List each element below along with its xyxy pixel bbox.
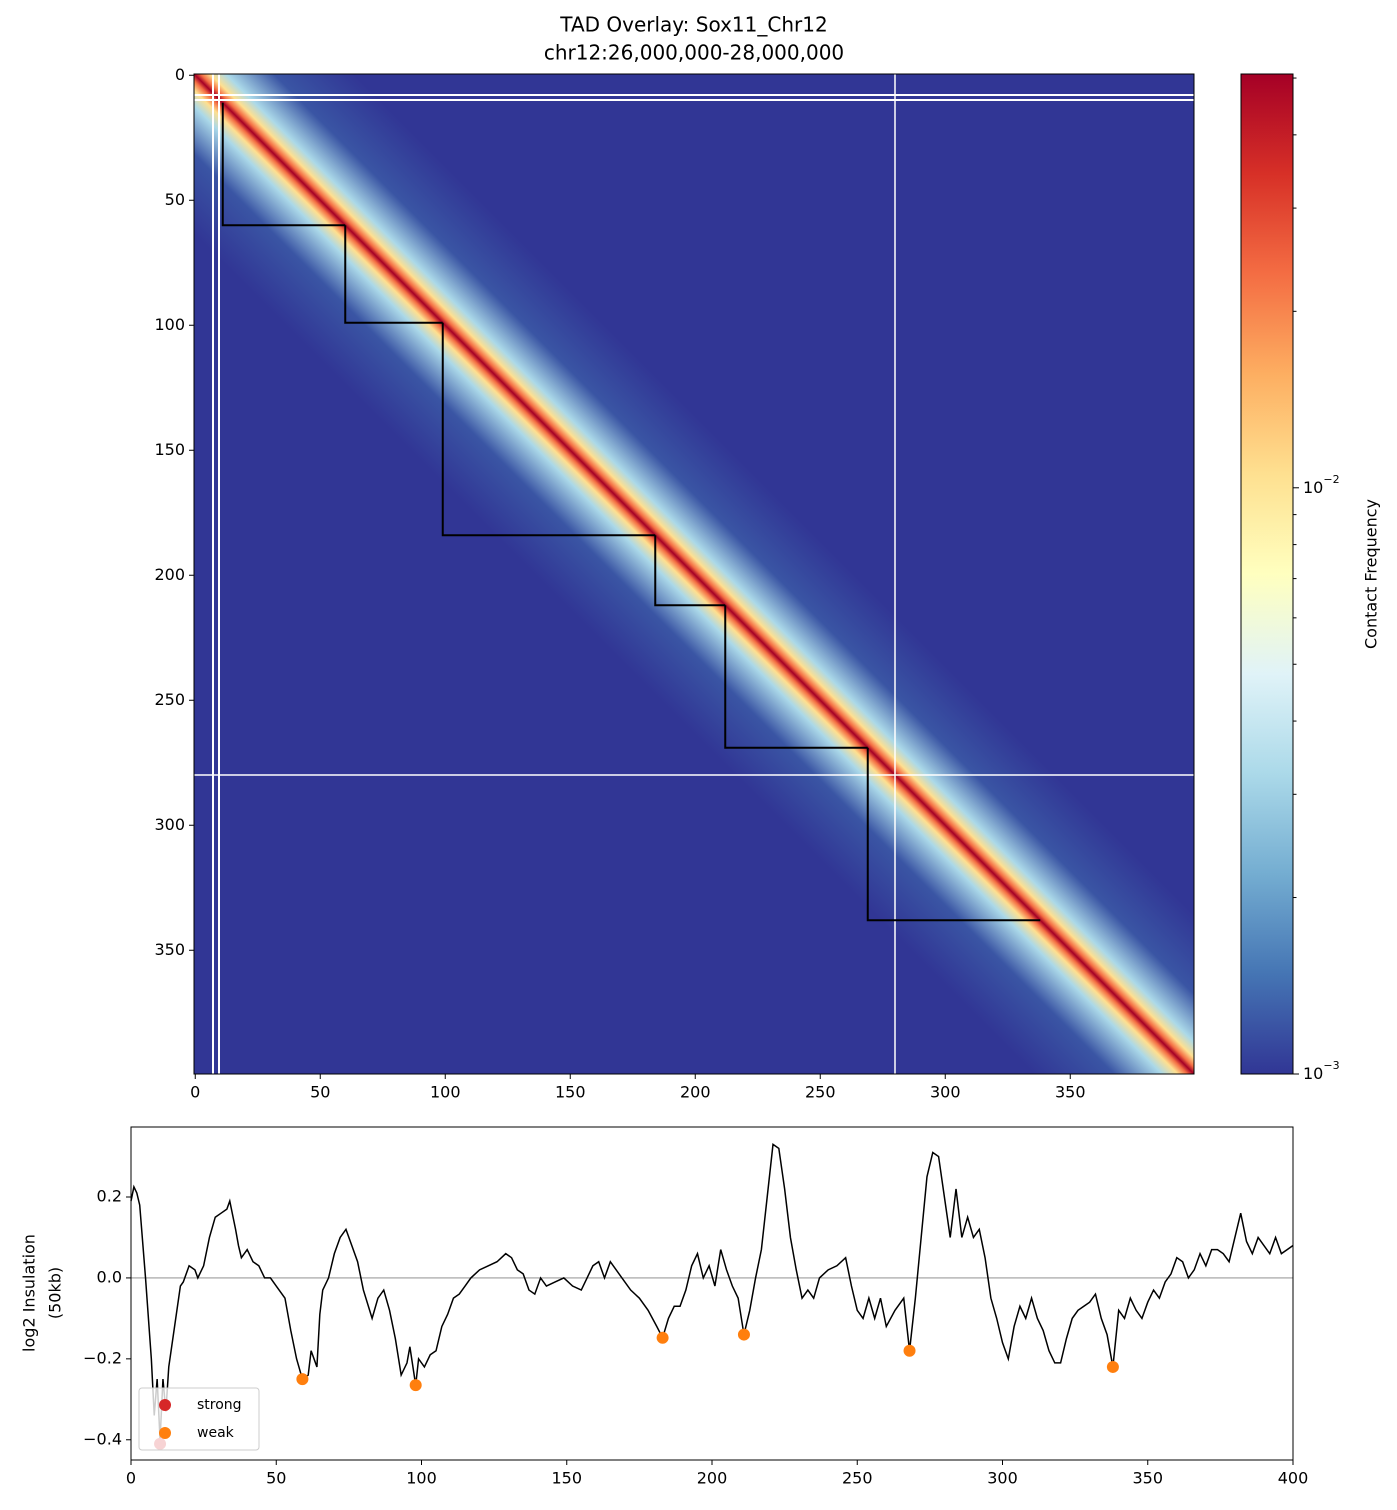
y-tick-label: 100 bbox=[154, 315, 185, 334]
y-tick-label: 250 bbox=[154, 690, 185, 709]
x-tick-label: 50 bbox=[266, 1469, 286, 1488]
y-tick-label: 350 bbox=[154, 940, 185, 959]
colorbar-tick-label: 10−2 bbox=[1303, 473, 1340, 497]
y-tick-label: 0 bbox=[175, 65, 185, 84]
y-tick-label: 0.0 bbox=[97, 1267, 122, 1286]
boundary-point bbox=[656, 1331, 669, 1344]
x-tick-label: 300 bbox=[930, 1083, 961, 1102]
x-tick-label: 0 bbox=[126, 1469, 136, 1488]
y-tick-label: 300 bbox=[154, 815, 185, 834]
legend-marker bbox=[159, 1427, 171, 1439]
plot-frame bbox=[130, 1126, 1294, 1461]
x-tick-label: 300 bbox=[987, 1469, 1018, 1488]
y-axis-label: log2 Insulation bbox=[20, 1234, 39, 1352]
tad-outline bbox=[344, 225, 443, 324]
heatmap-image bbox=[194, 74, 1194, 1074]
x-tick-label: 0 bbox=[190, 1083, 200, 1102]
tad-outline bbox=[441, 322, 656, 537]
x-tick-label: 350 bbox=[1055, 1083, 1086, 1102]
colorbar-tick-exponent: −3 bbox=[1323, 1059, 1339, 1072]
tad-outline bbox=[724, 605, 868, 749]
x-tick-label: 100 bbox=[406, 1469, 437, 1488]
tad-outline bbox=[221, 102, 346, 227]
y-axis-label: (50kb) bbox=[46, 1267, 65, 1319]
x-tick-label: 150 bbox=[555, 1083, 586, 1102]
y-tick-label: −0.4 bbox=[83, 1429, 122, 1448]
colorbar-label: Contact Frequency bbox=[1362, 499, 1381, 649]
chart-title: TAD Overlay: Sox11_Chr12 bbox=[559, 13, 827, 37]
chart-subtitle: chr12:26,000,000-28,000,000 bbox=[544, 41, 844, 65]
boundary-point bbox=[409, 1379, 422, 1392]
boundary-point bbox=[1106, 1360, 1119, 1373]
x-tick-label: 50 bbox=[310, 1083, 330, 1102]
missing-bins bbox=[194, 74, 1194, 1074]
tad-outline bbox=[654, 535, 726, 607]
x-tick-label: 400 bbox=[1278, 1469, 1309, 1488]
y-tick-label: −0.2 bbox=[83, 1348, 122, 1367]
colorbar-tick-base: 10 bbox=[1303, 477, 1323, 496]
insulation-line bbox=[130, 1143, 1294, 1440]
x-tick-label: 200 bbox=[697, 1469, 728, 1488]
boundary-point bbox=[737, 1328, 750, 1341]
x-tick-label: 200 bbox=[680, 1083, 711, 1102]
y-tick-label: 200 bbox=[154, 565, 185, 584]
y-tick-label: 0.2 bbox=[97, 1186, 122, 1205]
colorbar-tick-base: 10 bbox=[1303, 1064, 1323, 1083]
legend-label: strong bbox=[197, 1397, 242, 1413]
colorbar bbox=[1240, 73, 1294, 1075]
x-tick-label: 250 bbox=[805, 1083, 836, 1102]
y-tick-label: 150 bbox=[154, 440, 185, 459]
plot-frame bbox=[193, 73, 1195, 1075]
colorbar-tick-exponent: −2 bbox=[1323, 473, 1339, 486]
colorbar-tick-label: 10−3 bbox=[1303, 1059, 1340, 1083]
x-tick-label: 100 bbox=[430, 1083, 461, 1102]
x-tick-label: 250 bbox=[842, 1469, 873, 1488]
y-tick-label: 50 bbox=[165, 190, 185, 209]
x-tick-label: 150 bbox=[551, 1469, 582, 1488]
tad-outline bbox=[866, 747, 1041, 922]
boundary-point bbox=[296, 1373, 309, 1386]
x-tick-label: 350 bbox=[1132, 1469, 1163, 1488]
boundary-point bbox=[903, 1344, 916, 1357]
legend-marker bbox=[159, 1399, 171, 1411]
legend-label: weak bbox=[197, 1425, 235, 1441]
